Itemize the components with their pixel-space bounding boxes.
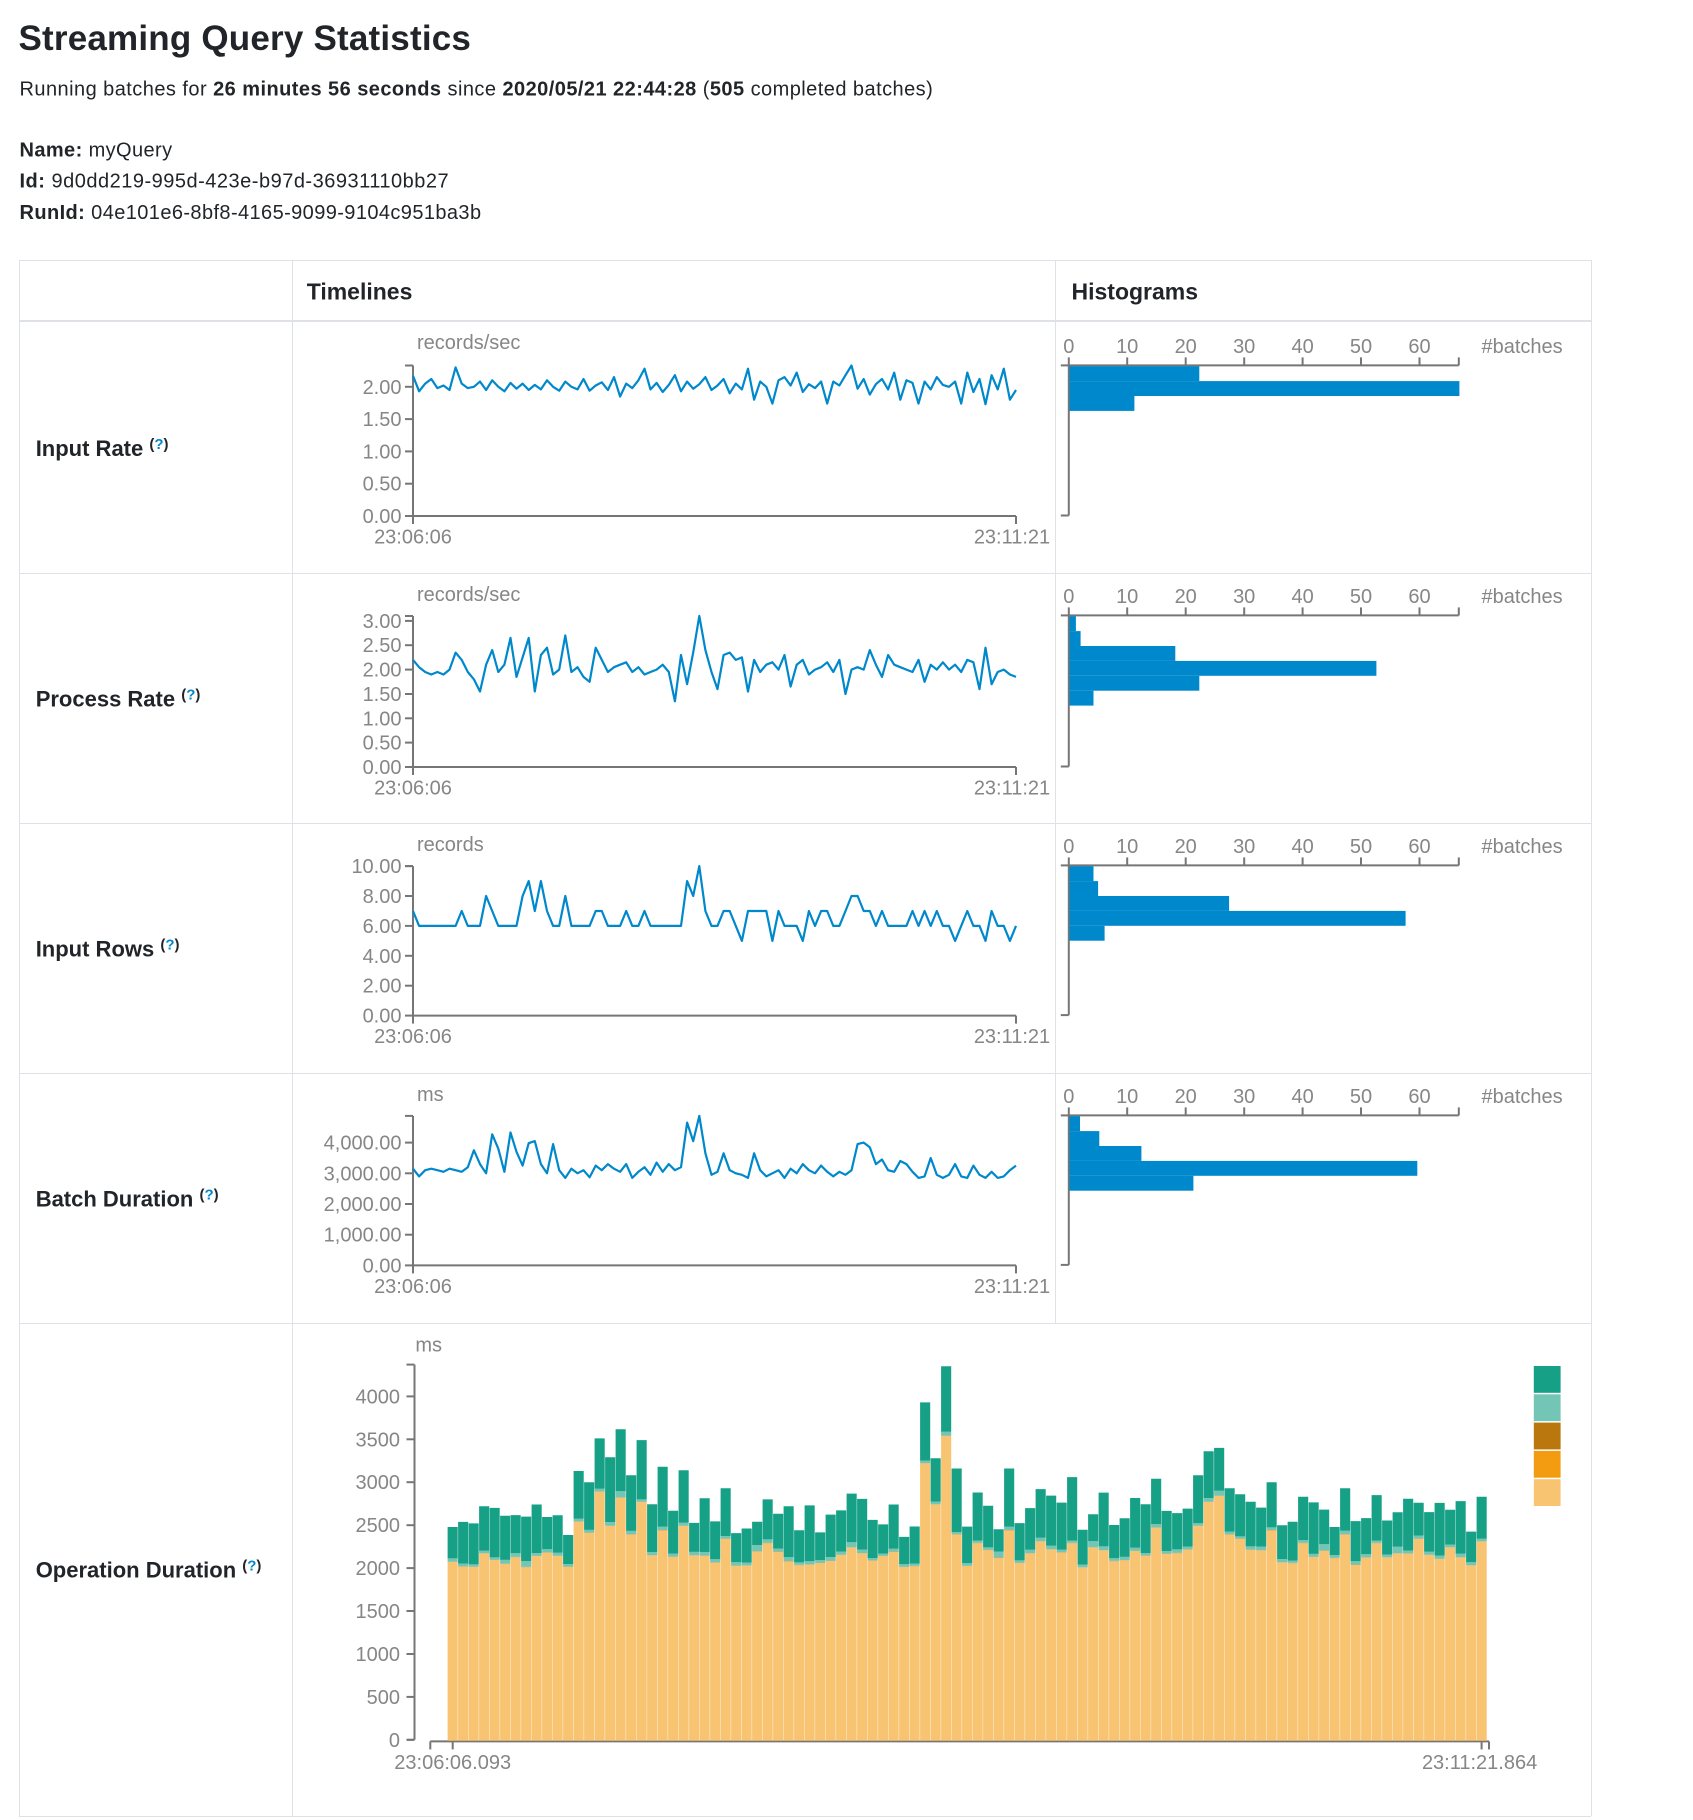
svg-text:Histograms: Histograms [1072,279,1199,305]
svg-text:2500: 2500 [356,1515,401,1537]
svg-text:30: 30 [1233,586,1255,608]
svg-text:3500: 3500 [356,1429,401,1451]
svg-text:20: 20 [1175,836,1197,858]
svg-text:Name: myQuery: Name: myQuery [20,139,173,161]
svg-text:0.00: 0.00 [363,506,402,528]
svg-text:Streaming Query Statistics: Streaming Query Statistics [19,19,472,58]
svg-text:4,000.00: 4,000.00 [324,1133,402,1155]
svg-text:Input Rate (?): Input Rate (?) [36,436,169,461]
svg-text:23:11:21: 23:11:21 [974,1276,1050,1298]
svg-text:Batch Duration (?): Batch Duration (?) [36,1187,219,1212]
svg-text:0: 0 [1063,586,1074,608]
svg-text:10: 10 [1116,336,1138,358]
svg-text:0: 0 [1063,836,1074,858]
svg-text:Timelines: Timelines [307,279,413,305]
svg-text:20: 20 [1175,586,1197,608]
svg-text:23:06:06.093: 23:06:06.093 [394,1752,511,1774]
svg-text:23:11:21.864: 23:11:21.864 [1422,1752,1537,1774]
svg-text:50: 50 [1350,586,1372,608]
svg-text:#batches: #batches [1482,586,1563,608]
svg-text:0: 0 [1063,1086,1074,1108]
svg-text:40: 40 [1291,336,1313,358]
svg-text:60: 60 [1408,336,1430,358]
svg-text:23:11:21: 23:11:21 [974,527,1050,549]
svg-text:20: 20 [1175,336,1197,358]
svg-text:23:11:21: 23:11:21 [974,1026,1050,1048]
svg-text:0.00: 0.00 [363,757,402,779]
svg-text:10: 10 [1116,836,1138,858]
svg-text:10: 10 [1116,1086,1138,1108]
svg-text:30: 30 [1233,836,1255,858]
svg-text:30: 30 [1233,336,1255,358]
svg-text:0.50: 0.50 [363,733,402,755]
svg-text:records/sec: records/sec [417,584,520,606]
svg-text:2.00: 2.00 [363,976,402,998]
svg-text:Process Rate (?): Process Rate (?) [36,686,201,711]
svg-text:3,000.00: 3,000.00 [324,1163,402,1185]
svg-text:4.00: 4.00 [363,946,402,968]
svg-text:10: 10 [1116,586,1138,608]
svg-text:60: 60 [1408,586,1430,608]
svg-text:2.50: 2.50 [363,635,402,657]
svg-text:Running batches for 26 minutes: Running batches for 26 minutes 56 second… [20,78,934,100]
svg-text:500: 500 [367,1687,400,1709]
svg-text:Id: 9d0dd219-995d-423e-b97d-36: Id: 9d0dd219-995d-423e-b97d-36931110bb27 [20,171,450,193]
svg-text:1.50: 1.50 [363,409,402,431]
svg-text:10.00: 10.00 [351,856,401,878]
svg-text:23:11:21: 23:11:21 [974,778,1050,800]
svg-text:2000: 2000 [356,1558,401,1580]
svg-text:8.00: 8.00 [363,886,402,908]
svg-text:ms: ms [417,1084,444,1106]
svg-text:4000: 4000 [356,1386,401,1408]
svg-text:1,000.00: 1,000.00 [324,1225,402,1247]
svg-text:30: 30 [1233,1086,1255,1108]
svg-text:ms: ms [415,1335,442,1357]
svg-text:50: 50 [1350,836,1372,858]
svg-text:40: 40 [1291,836,1313,858]
svg-text:0: 0 [1063,336,1074,358]
svg-text:3000: 3000 [356,1472,401,1494]
svg-text:1.00: 1.00 [363,441,402,463]
svg-text:0: 0 [389,1730,400,1752]
svg-text:#batches: #batches [1482,836,1563,858]
svg-text:40: 40 [1291,586,1313,608]
svg-text:1500: 1500 [356,1601,401,1623]
svg-text:50: 50 [1350,1086,1372,1108]
svg-text:0.00: 0.00 [363,1255,402,1277]
svg-text:2,000.00: 2,000.00 [324,1194,402,1216]
svg-text:#batches: #batches [1482,336,1563,358]
svg-text:23:06:06: 23:06:06 [374,527,452,549]
svg-text:Operation Duration (?): Operation Duration (?) [36,1558,262,1583]
svg-text:0.50: 0.50 [363,474,402,496]
svg-text:6.00: 6.00 [363,916,402,938]
svg-text:records: records [417,834,484,856]
svg-text:23:06:06: 23:06:06 [374,1276,452,1298]
svg-text:2.00: 2.00 [363,660,402,682]
svg-text:23:06:06: 23:06:06 [374,778,452,800]
svg-text:RunId: 04e101e6-8bf8-4165-9099: RunId: 04e101e6-8bf8-4165-9099-9104c951b… [20,202,482,224]
svg-text:50: 50 [1350,336,1372,358]
svg-text:60: 60 [1408,1086,1430,1108]
svg-text:1000: 1000 [356,1644,401,1666]
svg-text:Input Rows (?): Input Rows (?) [36,937,180,962]
svg-text:0.00: 0.00 [363,1006,402,1028]
svg-text:#batches: #batches [1482,1086,1563,1108]
svg-text:60: 60 [1408,836,1430,858]
svg-text:23:06:06: 23:06:06 [374,1026,452,1048]
svg-text:records/sec: records/sec [417,332,520,354]
svg-text:40: 40 [1291,1086,1313,1108]
svg-text:1.50: 1.50 [363,684,402,706]
svg-text:20: 20 [1175,1086,1197,1108]
svg-text:1.00: 1.00 [363,708,402,730]
svg-text:3.00: 3.00 [363,611,402,633]
svg-text:2.00: 2.00 [363,377,402,399]
